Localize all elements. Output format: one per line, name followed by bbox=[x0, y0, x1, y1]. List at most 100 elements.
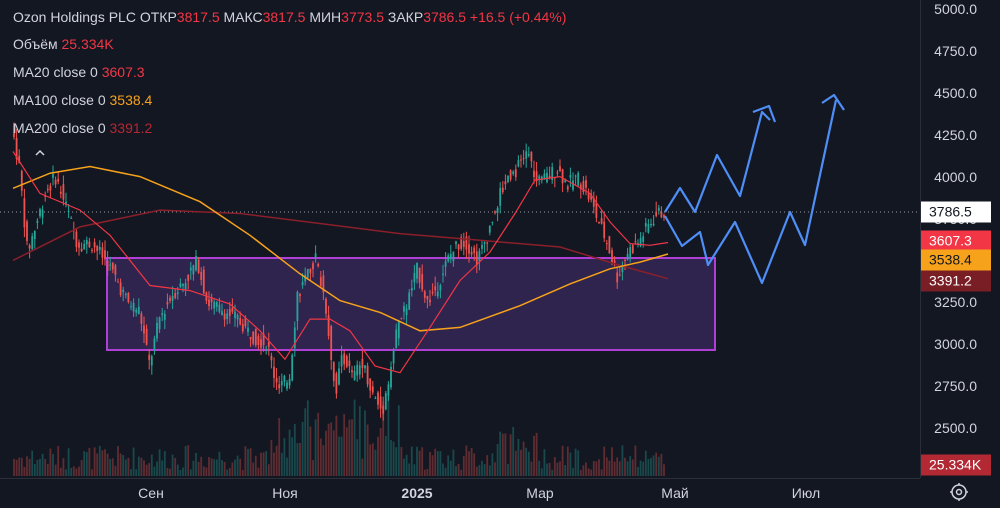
volume-bar bbox=[132, 447, 135, 476]
price-badge: 3391.2 bbox=[921, 270, 991, 292]
volume-bar bbox=[351, 419, 353, 476]
candle-body bbox=[449, 253, 452, 259]
candle-body bbox=[358, 365, 361, 375]
candle-body bbox=[39, 209, 41, 217]
volume-bar bbox=[130, 469, 132, 476]
candle-body bbox=[421, 274, 424, 290]
volume-bar bbox=[283, 438, 286, 476]
chevron-up-icon[interactable] bbox=[33, 146, 47, 160]
candle-body bbox=[327, 315, 330, 336]
volume-bar bbox=[36, 459, 39, 476]
candle-body bbox=[423, 291, 426, 298]
volume-bar bbox=[148, 463, 151, 476]
price-axis[interactable]: 5000.04750.04500.04250.04000.03750.03500… bbox=[920, 0, 1000, 478]
legend-ohlc: Ozon Holdings PLC ОТКР3817.5 МАКС3817.5 … bbox=[13, 8, 566, 26]
volume-bar bbox=[330, 422, 333, 476]
candle-body bbox=[517, 160, 520, 167]
volume-bar bbox=[390, 440, 392, 476]
candle-body bbox=[460, 236, 463, 249]
volume-bar bbox=[44, 459, 47, 476]
candle-body bbox=[556, 172, 559, 174]
volume-bar bbox=[384, 435, 387, 476]
volume-bar bbox=[564, 464, 567, 476]
volume-bar bbox=[577, 450, 580, 476]
candle-body bbox=[408, 292, 411, 310]
candle-body bbox=[106, 260, 109, 271]
candle-body bbox=[234, 311, 236, 318]
candle-body bbox=[150, 356, 153, 366]
candle-body bbox=[546, 172, 548, 182]
candle-body bbox=[644, 222, 647, 227]
candle-body bbox=[332, 362, 335, 381]
candle-body bbox=[379, 396, 382, 409]
candle-body bbox=[197, 259, 200, 273]
candle-body bbox=[49, 185, 52, 191]
candle-body bbox=[439, 285, 442, 291]
time-tick: Июл bbox=[791, 485, 821, 501]
time-axis[interactable]: Сен Ноя 2025 Мар Май Июл bbox=[0, 478, 920, 508]
candle-body bbox=[569, 175, 572, 178]
volume-bar bbox=[392, 441, 395, 476]
volume-bar bbox=[15, 459, 18, 476]
candle-body bbox=[119, 282, 122, 296]
volume-bar bbox=[608, 460, 611, 476]
candle-body bbox=[496, 207, 499, 213]
volume-bar bbox=[184, 445, 187, 476]
price-chart[interactable] bbox=[0, 0, 920, 478]
volume-bar bbox=[613, 461, 616, 476]
price-tick: 4500.0 bbox=[934, 84, 977, 101]
candle-body bbox=[616, 272, 619, 283]
volume-bar bbox=[366, 424, 369, 476]
candle-body bbox=[83, 243, 86, 250]
legend-volume[interactable]: Объём 25.334K bbox=[13, 35, 114, 53]
candle-body bbox=[228, 309, 231, 316]
volume-bar bbox=[473, 453, 476, 476]
candle-body bbox=[530, 151, 533, 162]
candle-body bbox=[587, 193, 590, 200]
high-label: МАКС bbox=[223, 9, 263, 25]
candle-body bbox=[509, 170, 512, 180]
candle-body bbox=[377, 392, 379, 405]
candle-body bbox=[436, 291, 439, 297]
candle-body bbox=[647, 224, 650, 233]
candle-body bbox=[163, 314, 166, 320]
volume-bar bbox=[301, 421, 304, 476]
legend-ma20[interactable]: MA20 close 0 3607.3 bbox=[13, 63, 145, 81]
legend-ma200[interactable]: MA200 close 0 3391.2 bbox=[13, 119, 152, 137]
legend-ma100[interactable]: MA100 close 0 3538.4 bbox=[13, 91, 152, 109]
candle-body bbox=[442, 273, 444, 276]
volume-bar bbox=[143, 460, 145, 476]
candle-body bbox=[130, 306, 132, 308]
candle-body bbox=[114, 265, 117, 275]
candle-body bbox=[267, 342, 270, 347]
volume-bar bbox=[124, 459, 127, 476]
candle-body bbox=[566, 186, 569, 190]
candle-body bbox=[551, 167, 554, 180]
volume-bar bbox=[122, 455, 125, 476]
volume-bar bbox=[535, 432, 538, 476]
volume-bar bbox=[33, 464, 36, 476]
volume-bar bbox=[187, 445, 190, 476]
volume-bar bbox=[660, 453, 663, 476]
candle-body bbox=[221, 311, 223, 315]
volume-bar bbox=[377, 436, 379, 476]
candle-body bbox=[504, 181, 507, 185]
volume-bar bbox=[634, 445, 637, 476]
volume-bar bbox=[439, 451, 442, 476]
gear-icon[interactable] bbox=[946, 480, 972, 504]
candle-body bbox=[403, 305, 405, 312]
forecast-arrowhead-upper bbox=[752, 104, 777, 123]
candle-body bbox=[70, 217, 73, 219]
volume-bar bbox=[371, 443, 374, 476]
candle-body bbox=[473, 247, 476, 254]
volume-bar bbox=[475, 466, 478, 476]
volume-bar bbox=[223, 462, 226, 476]
volume-bar bbox=[202, 466, 205, 476]
volume-bar bbox=[306, 400, 309, 476]
candle-body bbox=[371, 386, 374, 393]
volume-bar bbox=[98, 445, 101, 476]
candle-body bbox=[62, 184, 65, 200]
candle-body bbox=[109, 264, 112, 266]
candle-body bbox=[59, 191, 62, 194]
volume-bar bbox=[322, 445, 325, 476]
